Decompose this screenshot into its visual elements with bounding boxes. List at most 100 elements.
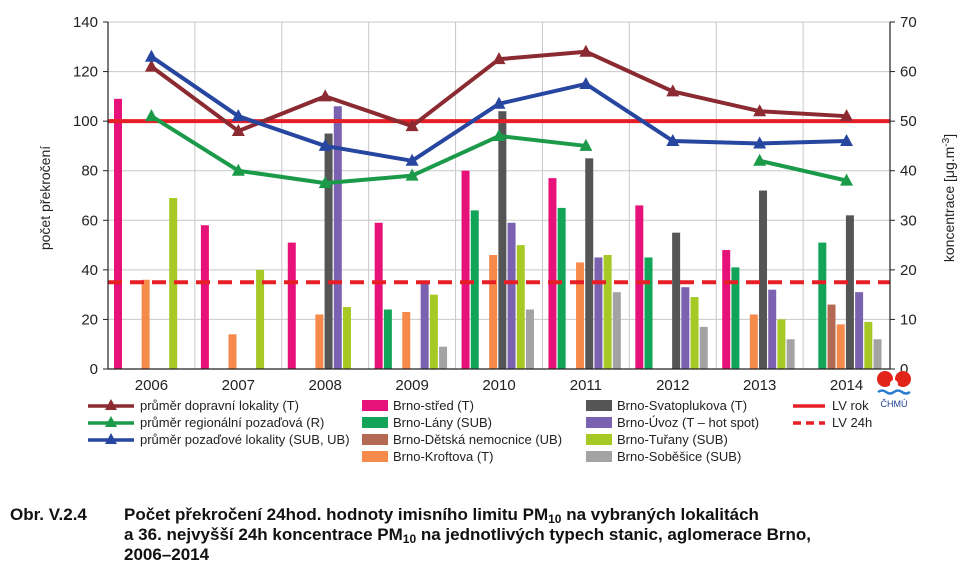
logo-circle-right: [895, 371, 911, 387]
legend-label: průměr pozaďové lokality (SUB, UB): [140, 432, 350, 447]
bar: [759, 190, 768, 369]
bar: [768, 289, 777, 369]
line-marker: [318, 138, 332, 151]
legend-swatch: [362, 451, 388, 462]
line-marker: [579, 138, 593, 151]
line-marker: [753, 104, 767, 117]
legend-label: Brno-Kroftova (T): [393, 449, 493, 464]
bar: [315, 314, 324, 369]
line-marker: [579, 44, 593, 57]
line-series-group: [144, 109, 854, 189]
bar: [461, 170, 470, 369]
right-axis-label: koncentrace [μg.m-3]: [941, 134, 957, 262]
line-marker: [144, 109, 158, 122]
axes: [107, 22, 891, 370]
line-marker: [840, 109, 854, 122]
bar: [845, 215, 854, 369]
bar: [873, 339, 882, 369]
line-marker: [405, 168, 419, 181]
bar: [324, 133, 333, 369]
bar: [699, 326, 708, 369]
legend-label: Brno-Tuřany (SUB): [617, 432, 728, 447]
x-axis-ticks: 2006 2007 2008 2009 2010 2011 2012 2013 2014: [135, 377, 863, 394]
bar: [507, 222, 516, 369]
legend-label: Brno-střed (T): [393, 398, 474, 413]
bar: [374, 222, 383, 369]
caption-line1b: na vybraných lokalitách: [561, 505, 759, 524]
legend-swatch: [586, 400, 612, 411]
legend-label: LV rok: [832, 398, 869, 413]
bar: [786, 339, 795, 369]
legend-swatch: [586, 451, 612, 462]
legend-label: LV 24h: [832, 415, 872, 430]
bar: [635, 205, 644, 369]
legend-swatch: [362, 400, 388, 411]
chmu-logo: ČHMÚ: [872, 368, 916, 410]
bar: [644, 257, 653, 369]
bar: [827, 304, 836, 369]
caption-number: Obr. V.2.4: [10, 505, 87, 524]
line-marker: [840, 133, 854, 146]
line-marker: [144, 59, 158, 72]
right-tick-label: 30: [900, 212, 917, 229]
bar: [818, 242, 827, 369]
bar: [141, 279, 150, 369]
bar: [287, 242, 296, 369]
bar: [489, 254, 498, 369]
line-series-group: [144, 44, 854, 137]
right-tick-label: 60: [900, 64, 917, 81]
bar: [855, 292, 864, 369]
bar: [525, 309, 534, 369]
left-axis-ticks: 0 20 40 60 80 100 120 140: [73, 14, 108, 378]
figure-caption: Obr. V.2.4 Počet překročení 24hod. hodnot…: [10, 505, 970, 565]
right-axis-ticks: 0 10 20 30 40 50 60 70: [890, 14, 917, 378]
line-marker: [666, 133, 680, 146]
bar: [470, 210, 479, 369]
bar: [383, 309, 392, 369]
caption-line1a: Počet překročení 24hod. hodnoty imisního…: [124, 505, 549, 524]
bar: [777, 319, 786, 369]
line-marker: [492, 96, 506, 109]
right-tick-label: 0: [900, 361, 908, 378]
bar: [681, 287, 690, 369]
left-tick-label: 40: [81, 262, 98, 279]
bar: [749, 314, 758, 369]
line-marker: [231, 124, 245, 137]
logo-circle-left: [877, 371, 893, 387]
right-tick-label: 70: [900, 14, 917, 31]
line-marker: [405, 119, 419, 132]
bar: [603, 254, 612, 369]
legend-swatch: [362, 434, 388, 445]
legend-label: Brno-Svatoplukova (T): [617, 398, 747, 413]
x-tick-label: 2010: [482, 377, 515, 394]
left-tick-label: 80: [81, 163, 98, 180]
bar: [114, 98, 122, 369]
legend-label: průměr dopravní lokality (T): [140, 398, 299, 413]
right-tick-label: 20: [900, 262, 917, 279]
left-tick-label: 140: [73, 14, 98, 31]
bar: [836, 324, 845, 369]
bar: [594, 257, 603, 369]
x-tick-label: 2008: [309, 377, 342, 394]
legend-label: Brno-Dětská nemocnice (UB): [393, 432, 562, 447]
legend-marker: [105, 433, 117, 444]
bar: [200, 225, 209, 369]
legend-swatch: [586, 434, 612, 445]
bar: [169, 197, 178, 369]
legend-marker: [105, 399, 117, 410]
x-tick-label: 2013: [743, 377, 776, 394]
line-marker: [666, 84, 680, 97]
line-marker: [405, 153, 419, 166]
caption-line1-sub: 10: [548, 512, 562, 526]
left-axis-label: počet překročení: [37, 146, 53, 250]
bar: [557, 207, 566, 369]
legend-label: průměr regionální pozaďová (R): [140, 415, 324, 430]
bar: [516, 245, 525, 369]
left-tick-label: 120: [73, 64, 98, 81]
left-tick-label: 100: [73, 113, 98, 130]
bar: [548, 178, 557, 369]
line-marker: [318, 176, 332, 189]
line-path: [150, 114, 587, 186]
line-marker: [318, 89, 332, 102]
